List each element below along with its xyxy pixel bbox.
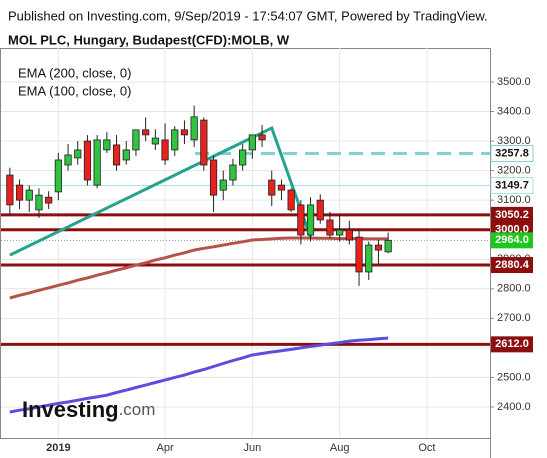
candle-body <box>161 139 169 161</box>
candle-body <box>171 129 179 151</box>
candle-body <box>93 139 101 186</box>
candle-body <box>83 140 92 181</box>
y-tick-label: 3300.0 <box>497 135 531 147</box>
candle-body <box>64 154 72 166</box>
level-label: 3257.8 <box>495 147 529 159</box>
candle-body <box>112 144 121 166</box>
candle-body <box>142 129 150 136</box>
level-label-box <box>490 145 534 163</box>
level-label-box <box>491 206 533 223</box>
y-tick-label: 3200.0 <box>497 165 531 177</box>
candle-body <box>74 149 82 159</box>
ema-line <box>9 336 389 414</box>
chart-title: MOL PLC, Hungary, Budapest(CFD):MOLB, W <box>8 32 290 47</box>
x-tick-label: Oct <box>418 442 435 454</box>
level-label: 3050.2 <box>495 209 529 221</box>
candle-body <box>287 189 295 211</box>
candle-body <box>374 244 383 251</box>
level-label-box <box>491 232 533 249</box>
candle-body <box>365 244 373 273</box>
candle-body <box>326 219 334 236</box>
candle-body <box>54 159 62 193</box>
candle-body <box>297 204 305 236</box>
candle-body <box>219 179 227 191</box>
y-tick-label: 2400.0 <box>497 401 531 413</box>
ema-line <box>9 236 389 300</box>
candle-body <box>15 184 24 201</box>
x-tick-label: 2019 <box>46 442 70 454</box>
y-tick-label: 3400.0 <box>497 105 531 117</box>
candle-body <box>25 189 33 201</box>
x-tick-label: Jun <box>243 442 261 454</box>
candle-body <box>316 199 324 221</box>
candle-body <box>229 164 237 181</box>
candle-body <box>355 236 363 273</box>
level-label: 2612.0 <box>495 338 529 350</box>
candle-body <box>345 229 353 241</box>
candle-body <box>180 129 189 136</box>
plot-frame <box>0 48 491 439</box>
y-tick-label: 3100.0 <box>497 194 531 206</box>
candle-body <box>239 149 247 166</box>
y-tick-label: 2800.0 <box>497 283 531 295</box>
candle-body <box>268 179 276 196</box>
legend-entry: EMA (200, close, 0) <box>18 65 131 80</box>
candle-body <box>103 139 111 151</box>
level-label-box <box>491 336 533 353</box>
candle-body <box>258 134 266 141</box>
trendline <box>9 125 312 257</box>
candle-body <box>132 129 140 151</box>
candle-body <box>209 159 218 196</box>
candle-body <box>384 239 392 253</box>
candle-body <box>306 204 315 236</box>
candle-body <box>336 229 344 236</box>
candle-body <box>277 184 286 191</box>
level-label-box <box>490 176 534 194</box>
candle-body <box>6 174 14 206</box>
candle-body <box>151 137 159 145</box>
candle-body <box>200 119 208 166</box>
candle-body <box>248 134 256 151</box>
candle-body <box>122 149 130 161</box>
published-note: Published on Investing.com, 9/Sep/2019 -… <box>8 8 488 23</box>
logo: Investing.com <box>22 397 155 422</box>
candle-body <box>35 194 43 211</box>
candle-body <box>45 196 53 204</box>
legend-entry: EMA (100, close, 0) <box>18 83 131 98</box>
level-label-box <box>491 257 533 274</box>
level-label: 2964.0 <box>495 234 529 246</box>
candle-body <box>190 116 198 141</box>
y-tick-label: 2700.0 <box>497 312 531 324</box>
x-tick-label: Apr <box>156 442 173 454</box>
y-tick-label: 2500.0 <box>497 371 531 383</box>
level-label: 2880.4 <box>495 259 530 271</box>
level-label: 3149.7 <box>495 179 529 191</box>
x-tick-label: Aug <box>330 442 350 454</box>
y-tick-label: 3500.0 <box>497 76 531 88</box>
